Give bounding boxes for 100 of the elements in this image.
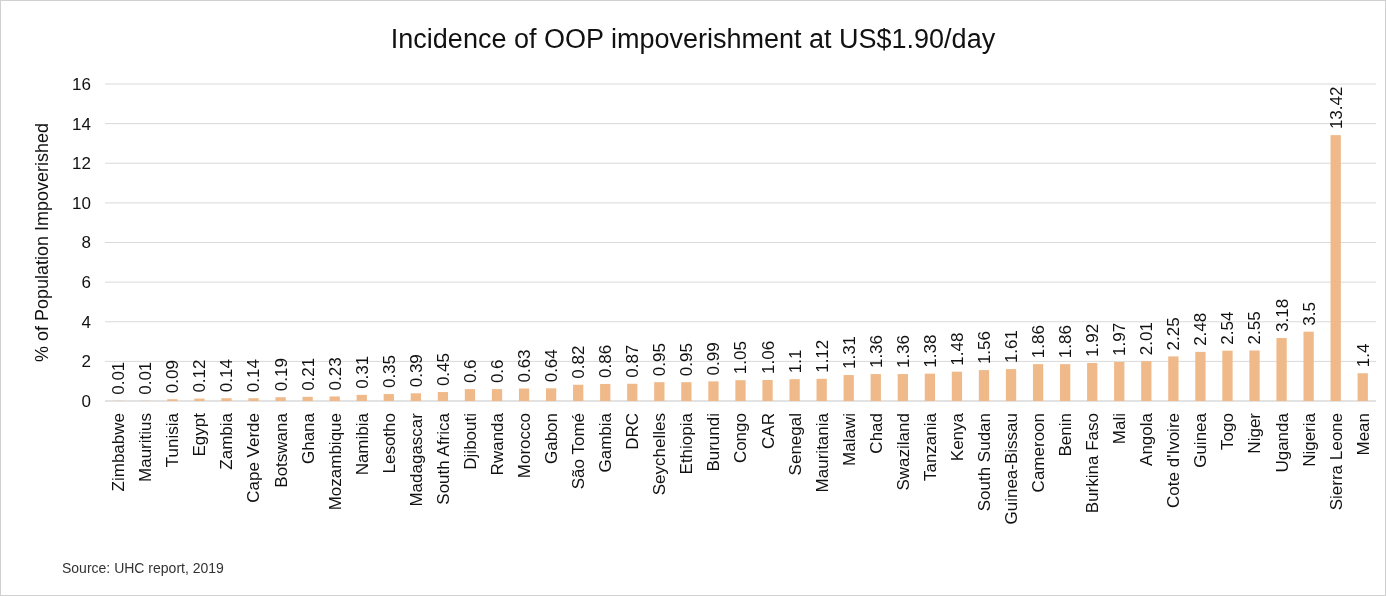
- bar: [1114, 361, 1125, 401]
- data-label: 3.18: [1272, 298, 1292, 332]
- y-tick-label: 8: [81, 233, 91, 253]
- data-label: 1.1: [785, 349, 805, 374]
- x-tick-label: Congo: [731, 413, 751, 464]
- data-label: 1.56: [974, 331, 994, 365]
- x-tick-label: Swaziland: [893, 413, 913, 491]
- bar: [518, 388, 530, 401]
- x-tick-label: Madagascar: [406, 412, 426, 507]
- data-label: 0.6: [487, 359, 507, 384]
- bar: [789, 379, 800, 401]
- data-label: 0.64: [542, 349, 562, 383]
- bar: [275, 397, 286, 401]
- x-tick-label: Angola: [1137, 412, 1157, 466]
- data-label: 3.5: [1299, 302, 1319, 326]
- x-tick-label: Burundi: [704, 413, 724, 472]
- data-label: 0.39: [406, 354, 426, 388]
- x-tick-label: Mean: [1353, 413, 1373, 456]
- bar: [600, 383, 611, 401]
- bar: [1249, 350, 1260, 401]
- bar: [491, 389, 503, 401]
- bar: [1357, 373, 1368, 401]
- x-tick-label: Uganda: [1272, 412, 1292, 473]
- x-tick-label: CAR: [758, 413, 778, 449]
- bar: [545, 388, 557, 401]
- bar: [1005, 369, 1017, 401]
- data-label: 2.01: [1137, 322, 1157, 356]
- x-tick-label: Cote d'Ivoire: [1164, 413, 1184, 508]
- data-label: 0.12: [190, 359, 210, 393]
- data-label: 1.86: [1029, 325, 1049, 359]
- x-tick-label: Gambia: [596, 412, 616, 473]
- bar: [1087, 362, 1098, 401]
- bar: [221, 398, 232, 401]
- bar: [627, 383, 638, 401]
- data-label: 0.63: [515, 349, 535, 383]
- x-tick-label: Botswana: [271, 412, 291, 488]
- x-tick-label: Guinea: [1191, 412, 1211, 468]
- bar: [1276, 338, 1287, 401]
- x-tick-label: Togo: [1218, 413, 1238, 450]
- x-tick-label: Benin: [1056, 413, 1076, 457]
- x-tick-label: DRC: [623, 413, 643, 450]
- bar: [1141, 361, 1152, 401]
- bar: [1195, 351, 1206, 401]
- y-tick-label: 14: [72, 114, 91, 134]
- data-label: 0.86: [596, 344, 616, 378]
- x-tick-label: Rwanda: [487, 412, 507, 476]
- data-label: 2.55: [1245, 311, 1265, 345]
- data-label: 0.23: [325, 357, 345, 391]
- bar: [951, 371, 963, 401]
- x-tick-label: Djibouti: [460, 413, 480, 470]
- bar: [816, 378, 827, 401]
- x-tick-label: Cameroon: [1029, 413, 1049, 493]
- x-tick-label: Lesotho: [379, 413, 399, 474]
- data-label: 0.14: [217, 359, 237, 393]
- x-tick-label: Sierra Leone: [1326, 413, 1346, 511]
- data-label: 0.6: [460, 359, 480, 384]
- bar: [248, 398, 259, 401]
- data-label: 1.06: [758, 340, 778, 374]
- bar: [897, 374, 908, 401]
- data-label: 1.4: [1353, 343, 1373, 368]
- x-tick-label: Malawi: [839, 413, 859, 466]
- bar: [1168, 356, 1179, 401]
- data-label: 1.36: [893, 334, 913, 369]
- data-label: 1.31: [839, 335, 859, 370]
- data-label: 0.01: [109, 361, 129, 395]
- x-tick-label: South Africa: [433, 412, 453, 505]
- bar: [356, 394, 367, 401]
- y-tick-label: 0: [81, 391, 91, 411]
- bar: [1060, 364, 1071, 401]
- x-tick-label: Niger: [1245, 412, 1265, 454]
- bar: [762, 380, 773, 401]
- x-tick-label: Gabon: [542, 413, 562, 465]
- x-tick-label: Zambia: [217, 412, 237, 470]
- data-label: 1.61: [1001, 330, 1021, 364]
- data-label: 1.05: [731, 341, 751, 375]
- bar: [464, 389, 476, 401]
- bar: [735, 380, 746, 401]
- bar: [708, 381, 719, 401]
- data-label: 0.95: [650, 343, 670, 377]
- data-label: 1.92: [1083, 323, 1103, 357]
- bar: [1303, 331, 1314, 401]
- x-tick-label: São Tomé: [569, 413, 589, 490]
- bar: [383, 394, 394, 401]
- data-label: 0.35: [379, 354, 399, 389]
- x-tick-label: Namibia: [352, 412, 372, 476]
- x-tick-label: South Sudan: [974, 413, 994, 512]
- data-label: 0.19: [271, 358, 291, 392]
- bar: [1222, 350, 1233, 401]
- x-tick-label: Guinea-Bissau: [1001, 413, 1021, 525]
- data-label: 1.97: [1110, 322, 1130, 356]
- x-tick-label: Egypt: [190, 412, 210, 457]
- x-tick-label: Burkina Faso: [1083, 413, 1103, 514]
- y-tick-label: 10: [72, 193, 91, 213]
- data-label: 0.99: [704, 342, 724, 376]
- data-label: 0.09: [163, 360, 183, 394]
- data-label: 2.25: [1164, 317, 1184, 351]
- bar: [924, 373, 936, 401]
- chart-title: Incidence of OOP impoverishment at US$1.90/day: [390, 24, 996, 54]
- x-tick-label: Senegal: [785, 413, 805, 476]
- x-tick-label: Tanzania: [920, 412, 940, 482]
